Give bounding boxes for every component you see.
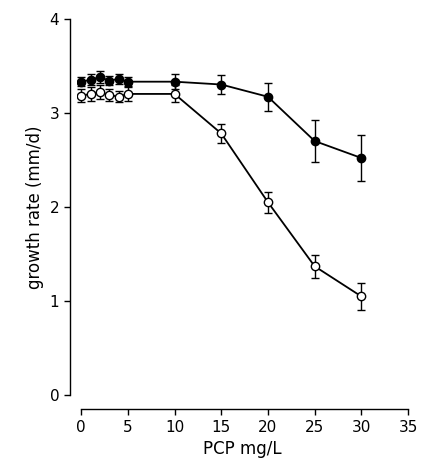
X-axis label: PCP mg/L: PCP mg/L [203, 440, 281, 458]
Y-axis label: growth rate (mm/d): growth rate (mm/d) [26, 125, 44, 289]
